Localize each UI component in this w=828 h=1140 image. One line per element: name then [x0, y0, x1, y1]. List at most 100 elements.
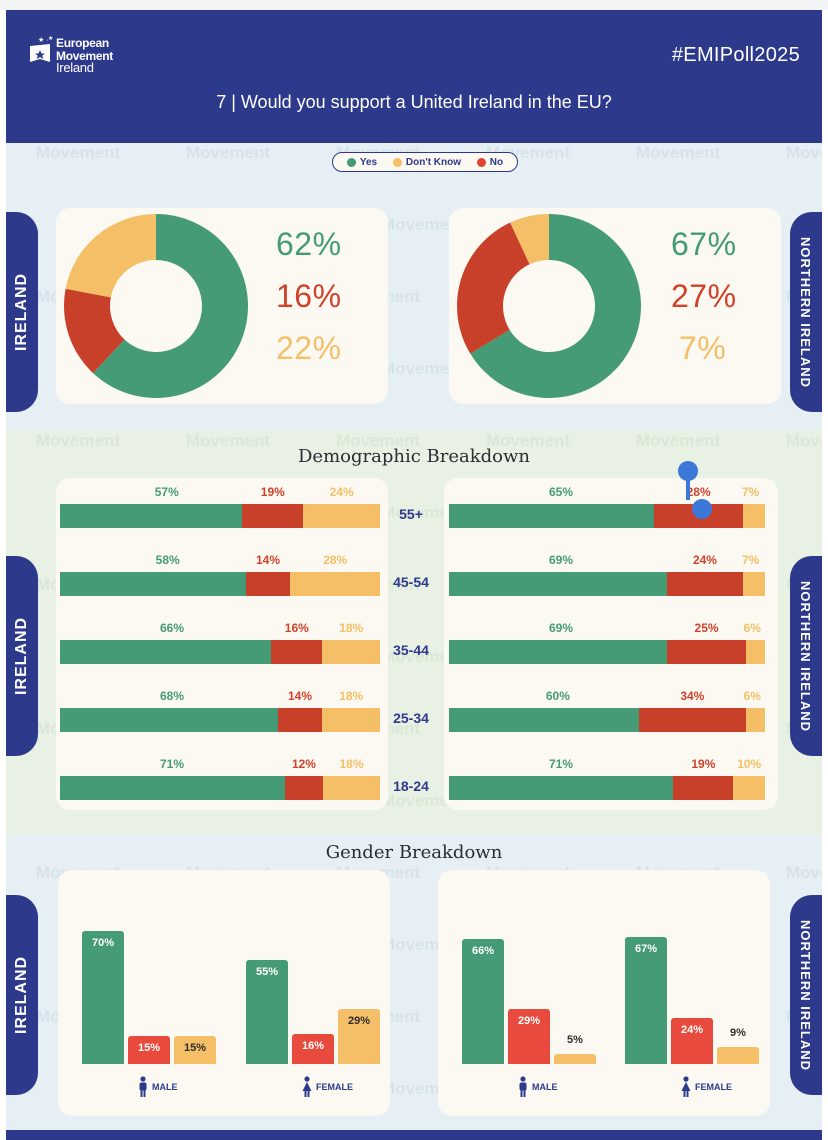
bottom-bar — [6, 1130, 822, 1140]
poll-infographic: Movement Movement Movement Movement Movement… — [6, 10, 822, 1140]
watermark: Movement — [636, 431, 721, 450]
donut-slice-no — [64, 288, 125, 374]
gender-value-label: 66% — [471, 944, 495, 957]
age-group-label: 25-34 — [393, 710, 429, 726]
demo-segment-no — [245, 572, 291, 596]
gender-value-label: 16% — [301, 1039, 325, 1052]
demo-value-label: 6% — [743, 689, 761, 703]
demo-segment-no — [284, 776, 323, 800]
demo-segment-don-t-know — [322, 708, 380, 732]
demo-segment-don-t-know — [746, 640, 765, 664]
demo-segment-no — [667, 572, 743, 596]
donut-chart-ireland — [64, 214, 248, 398]
demo-segment-don-t-know — [322, 640, 380, 664]
selection-handle-top[interactable] — [678, 461, 698, 481]
gender-category-label: FEMALE — [302, 1076, 353, 1098]
donut-pct-no: 27% — [671, 278, 737, 314]
gender-category-text: MALE — [532, 1082, 558, 1092]
demo-value-label: 24% — [329, 485, 354, 499]
gender-bar-yes: 66% — [462, 938, 504, 1064]
gender-bar-no: 15% — [128, 1035, 170, 1064]
demo-segment-yes — [449, 776, 674, 800]
donut-card-ni: 67% 27% 7% — [449, 208, 781, 404]
logo-flag-icon: ★ · ★ — [30, 35, 53, 62]
demo-segment-don-t-know — [303, 504, 380, 528]
demo-value-label: 69% — [549, 621, 574, 635]
donut-card-ireland: 62% 16% 22% — [56, 208, 388, 404]
hashtag: #EMIPoll2025 — [671, 44, 800, 66]
gender-category-label: FEMALE — [681, 1076, 732, 1098]
selection-handle-bottom[interactable] — [692, 499, 712, 519]
demo-value-label: 60% — [545, 689, 570, 703]
demo-bar-ni — [449, 776, 765, 800]
demo-value-label: 6% — [743, 621, 761, 635]
header: ★ · ★ European Movement Ireland #EMIPoll… — [6, 10, 822, 143]
gender-value-label: 15% — [137, 1041, 161, 1054]
watermark: Movement — [786, 143, 822, 162]
demo-segment-yes — [60, 572, 246, 596]
demo-bar-ni — [449, 504, 765, 528]
logo-line-2: Movement — [56, 48, 113, 63]
demo-bar-ireland — [60, 776, 380, 800]
gender-value-label: 29% — [517, 1014, 541, 1027]
demo-value-label: 69% — [549, 553, 574, 567]
legend-dot-no — [476, 157, 486, 167]
logo-line-3: Ireland — [56, 60, 94, 75]
demo-value-label: 18% — [339, 621, 364, 635]
demo-value-label: 7% — [741, 485, 760, 499]
section-title-gender: Gender Breakdown — [325, 842, 503, 863]
demo-value-label: 19% — [260, 485, 285, 499]
watermark: Movement — [36, 143, 121, 162]
gender-bar-no: 16% — [292, 1033, 334, 1064]
legend-label-dont-know: Don't Know — [405, 156, 462, 168]
demo-value-label: 28% — [323, 553, 348, 567]
side-tab-label: IRELAND — [13, 955, 31, 1035]
watermark: Movement — [486, 431, 571, 450]
svg-text:★ ·: ★ · — [38, 36, 49, 44]
age-group-label: 55+ — [399, 506, 423, 522]
demo-segment-yes — [60, 708, 278, 732]
demo-value-label: 71% — [160, 757, 185, 771]
side-tab-label: NORTHERN IRELAND — [798, 236, 814, 388]
donut-pct-yes: 67% — [671, 226, 737, 262]
donut-pct-dont-know: 22% — [276, 330, 342, 366]
demo-bar-ni — [449, 708, 765, 732]
donut-slice-don-t-know — [510, 214, 549, 265]
watermark: Movement — [636, 143, 721, 162]
demo-value-label: 34% — [680, 689, 705, 703]
demo-segment-no — [271, 640, 323, 664]
watermark: Movement — [186, 143, 271, 162]
watermark: Movement — [786, 863, 822, 882]
gender-category-label: MALE — [138, 1076, 178, 1098]
legend-dot-yes — [346, 157, 356, 167]
demo-bar-ireland — [60, 640, 380, 664]
side-tab-ni-demo: NORTHERN IRELAND — [790, 556, 822, 756]
legend-dot-dont-know — [392, 157, 402, 167]
gender-bar-don-t-know: 5% — [554, 1034, 596, 1064]
gender-value-label: 55% — [255, 965, 279, 978]
legend-item-yes: Yes — [346, 157, 377, 168]
demo-segment-no — [277, 708, 323, 732]
demo-value-label: 14% — [256, 553, 281, 567]
demo-bar-ireland — [60, 572, 380, 596]
demo-segment-don-t-know — [742, 572, 765, 596]
logo-line-1: European — [56, 36, 109, 50]
demo-segment-yes — [60, 504, 243, 528]
demo-bar-ireland — [60, 708, 380, 732]
demo-segment-yes — [60, 640, 272, 664]
question-title: 7 | Would you support a United Ireland i… — [216, 92, 612, 112]
watermark: Movement — [36, 431, 121, 450]
demo-segment-don-t-know — [733, 776, 765, 800]
gender-bar-yes: 55% — [246, 959, 288, 1064]
female-person-icon — [681, 1076, 691, 1097]
gender-category-label: MALE — [518, 1076, 558, 1098]
donut-slice-no — [457, 222, 530, 354]
demo-value-label: 71% — [549, 757, 574, 771]
demo-value-label: 14% — [288, 689, 313, 703]
legend: Yes Don't Know No — [332, 152, 518, 172]
demo-segment-yes — [449, 504, 655, 528]
donut-slice-yes — [470, 214, 641, 398]
gender-bar-yes: 67% — [625, 936, 667, 1064]
demo-bar-ni — [449, 572, 765, 596]
demo-value-label: 10% — [737, 757, 762, 771]
